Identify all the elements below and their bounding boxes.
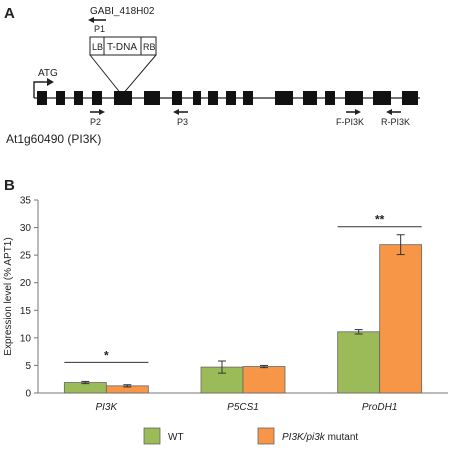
exon-12: [275, 91, 293, 105]
y-tick-label: 25: [20, 251, 32, 262]
tdna-insertion: GABI_418H02 P1 LB T-DNA RB: [88, 6, 157, 96]
y-axis-label: Expression level (% APT1): [3, 237, 14, 355]
legend-label: PI3K/pi3k mutant: [282, 432, 358, 443]
exon-14: [325, 91, 335, 105]
y-tick-label: 15: [20, 306, 32, 317]
y-tick-label: 20: [20, 278, 32, 289]
bar: [379, 244, 423, 394]
y-tick-label: 0: [25, 389, 31, 400]
exon-10: [226, 91, 236, 105]
error-bars: [81, 234, 405, 388]
primer-p3-label: P3: [177, 117, 188, 127]
primer-fpi3k-label: F-PI3K: [336, 117, 364, 127]
primer-p3-arrow: [173, 109, 188, 115]
exon-11: [243, 91, 253, 105]
significance-markers: ***: [64, 213, 422, 363]
insertion-site-lines: [89, 54, 157, 96]
primer-p2-arrow: [90, 109, 105, 115]
gene-model: ATG P2 P3: [6, 68, 420, 146]
y-tick-label: 35: [20, 196, 32, 207]
exon-9: [208, 91, 218, 105]
bar: [242, 366, 286, 394]
start-codon-label: ATG: [38, 68, 58, 79]
gene-name-label: At1g60490 (PI3K): [6, 132, 101, 146]
primer-p1-arrow: [88, 17, 106, 23]
exon-16: [373, 91, 391, 105]
exon-6: [144, 91, 160, 105]
primer-rpi3k-arrow: [386, 109, 401, 115]
significance-mark: **: [375, 213, 385, 227]
y-tick-label: 5: [25, 361, 31, 372]
legend-swatch: [257, 427, 275, 445]
tss-arrow: [33, 78, 54, 98]
bar-chart: Expression level (% APT1) 0 5 10 15 20 25 30 35…: [3, 196, 448, 445]
significance-mark: *: [104, 348, 109, 362]
x-tick-label: PI3K: [95, 402, 118, 413]
exon-13: [303, 91, 317, 105]
exon-7: [172, 91, 182, 105]
bars: [63, 244, 423, 394]
x-tick-label: ProDH1: [362, 402, 398, 413]
legend-label: WT: [168, 432, 184, 443]
exon-15: [345, 91, 363, 105]
primer-rpi3k-label: R-PI3K: [381, 117, 410, 127]
tdna-label: T-DNA: [107, 42, 137, 53]
x-axis: PI3K P5CS1 ProDH1: [95, 402, 397, 413]
exon-17: [402, 91, 418, 105]
x-tick-label: P5CS1: [227, 402, 259, 413]
y-tick-label: 10: [20, 333, 32, 344]
exon-8: [193, 91, 201, 105]
panel-a-letter: A: [4, 5, 15, 22]
y-tick-label: 30: [20, 223, 32, 234]
exon-2: [56, 91, 65, 105]
exon-4: [92, 91, 102, 105]
panel-b-letter: B: [4, 177, 15, 194]
legend: WT PI3K/pi3k mutant: [143, 427, 358, 445]
tdna-lb: LB: [92, 42, 103, 52]
legend-swatch: [143, 427, 161, 445]
exon-3: [74, 91, 83, 105]
insertion-name: GABI_418H02: [90, 6, 155, 17]
exon-1: [37, 91, 47, 105]
tdna-rb: RB: [143, 42, 156, 52]
bar: [337, 331, 381, 394]
exon-5: [114, 91, 132, 105]
primer-fpi3k-arrow: [346, 109, 361, 115]
primer-p2-label: P2: [90, 117, 101, 127]
tdna-box: [89, 36, 157, 56]
primer-p1-label: P1: [94, 24, 105, 34]
